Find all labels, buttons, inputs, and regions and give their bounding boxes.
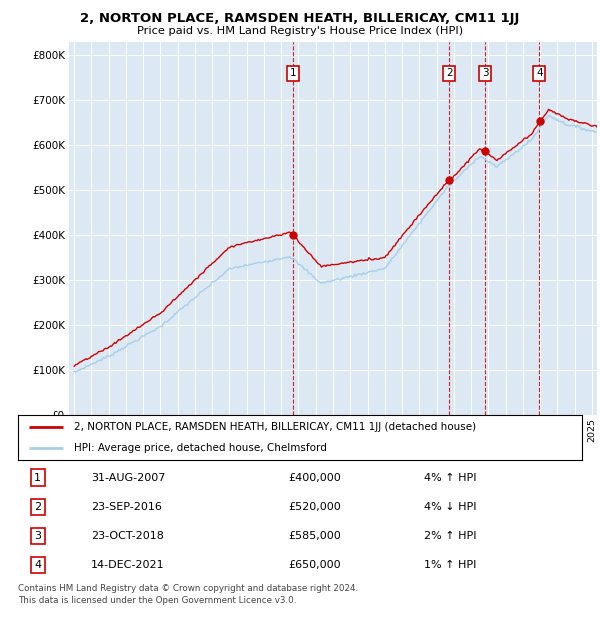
Text: 1: 1 xyxy=(34,472,41,483)
Text: 4% ↓ HPI: 4% ↓ HPI xyxy=(424,502,476,512)
Text: £400,000: £400,000 xyxy=(289,472,341,483)
Text: Contains HM Land Registry data © Crown copyright and database right 2024.: Contains HM Land Registry data © Crown c… xyxy=(18,584,358,593)
Text: 1% ↑ HPI: 1% ↑ HPI xyxy=(424,560,476,570)
Text: 23-SEP-2016: 23-SEP-2016 xyxy=(91,502,162,512)
Text: 2, NORTON PLACE, RAMSDEN HEATH, BILLERICAY, CM11 1JJ (detached house): 2, NORTON PLACE, RAMSDEN HEATH, BILLERIC… xyxy=(74,422,476,433)
Text: 2% ↑ HPI: 2% ↑ HPI xyxy=(424,531,476,541)
Text: 3: 3 xyxy=(34,531,41,541)
Text: HPI: Average price, detached house, Chelmsford: HPI: Average price, detached house, Chel… xyxy=(74,443,327,453)
Text: 14-DEC-2021: 14-DEC-2021 xyxy=(91,560,165,570)
Text: 4: 4 xyxy=(34,560,41,570)
Text: 4% ↑ HPI: 4% ↑ HPI xyxy=(424,472,476,483)
Text: 4: 4 xyxy=(536,68,542,79)
Text: £650,000: £650,000 xyxy=(289,560,341,570)
Text: 23-OCT-2018: 23-OCT-2018 xyxy=(91,531,164,541)
Text: Price paid vs. HM Land Registry's House Price Index (HPI): Price paid vs. HM Land Registry's House … xyxy=(137,26,463,36)
Text: This data is licensed under the Open Government Licence v3.0.: This data is licensed under the Open Gov… xyxy=(18,596,296,606)
Text: 2: 2 xyxy=(446,68,452,79)
Text: 2: 2 xyxy=(34,502,41,512)
Text: 3: 3 xyxy=(482,68,488,79)
Text: 31-AUG-2007: 31-AUG-2007 xyxy=(91,472,166,483)
Text: 2, NORTON PLACE, RAMSDEN HEATH, BILLERICAY, CM11 1JJ: 2, NORTON PLACE, RAMSDEN HEATH, BILLERIC… xyxy=(80,12,520,25)
Text: £585,000: £585,000 xyxy=(289,531,341,541)
Text: £520,000: £520,000 xyxy=(289,502,341,512)
Text: 1: 1 xyxy=(289,68,296,79)
